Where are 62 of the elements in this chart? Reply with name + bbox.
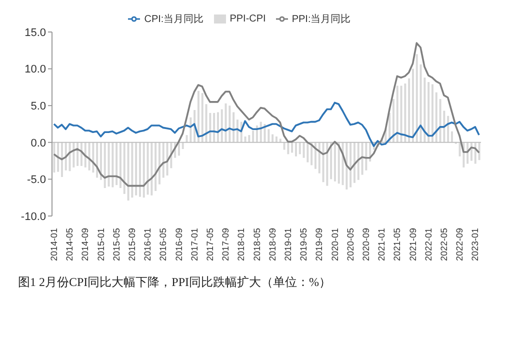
bar xyxy=(353,142,356,183)
x-tick-label: 2021-09 xyxy=(408,228,418,262)
x-tick-label: 2015-09 xyxy=(126,228,137,262)
x-tick-label: 2019-05 xyxy=(298,228,309,262)
bar xyxy=(431,84,434,142)
bar xyxy=(158,142,160,184)
bar xyxy=(392,98,394,142)
bar xyxy=(287,142,290,154)
x-tick-label: 2014-01 xyxy=(48,228,59,262)
bar xyxy=(416,54,418,142)
x-tick-label: 2016-01 xyxy=(142,228,153,262)
x-tick-label: 2016-09 xyxy=(174,228,184,262)
y-tick-label: 10.0 xyxy=(24,64,46,76)
x-tick-label: 2014-05 xyxy=(64,228,75,262)
bar xyxy=(357,142,360,180)
x-tick-label: 2017-09 xyxy=(220,228,231,262)
x-tick-label: 2023-01 xyxy=(470,228,480,262)
x-tick-label: 2019-01 xyxy=(282,228,293,262)
x-tick-label: 2021-05 xyxy=(392,228,402,262)
x-tick-label: 2018-05 xyxy=(252,228,262,262)
bar xyxy=(236,120,238,142)
text: 图1 2月份CPI同比大幅下降，PPI同比跌幅扩大（单位：%） xyxy=(18,274,332,291)
bar xyxy=(450,131,453,142)
x-tick-label: 2017-05 xyxy=(204,228,215,262)
bar xyxy=(197,90,200,142)
x-tick-label: 2020-01 xyxy=(330,228,340,262)
y-tick-label: 15.0 xyxy=(24,26,46,39)
bar xyxy=(326,142,328,186)
bar xyxy=(306,142,309,162)
x-tick-label: 2021-01 xyxy=(376,228,387,262)
bar xyxy=(162,142,164,178)
bar xyxy=(478,142,480,160)
x-tick-label: 2020-05 xyxy=(345,228,356,262)
legend-label: PPI-CPI xyxy=(230,14,266,25)
x-tick-label: 2018-01 xyxy=(236,228,246,262)
legend-label: PPI:当月同比 xyxy=(292,14,351,25)
x-tick-label: 2014-09 xyxy=(80,228,90,262)
bar xyxy=(248,135,250,142)
x-tick-label: 2020-09 xyxy=(360,228,371,262)
line-series xyxy=(53,42,480,187)
bar xyxy=(252,130,254,142)
x-tick-label: 2022-01 xyxy=(423,228,434,262)
legend-label: CPI:当月同比 xyxy=(144,14,204,25)
line-series xyxy=(53,102,480,147)
x-tick-label: 2018-09 xyxy=(267,228,278,262)
x-tick-label: 2022-05 xyxy=(438,228,449,262)
bar xyxy=(201,93,204,142)
bar xyxy=(275,136,278,142)
y-tick-label: -5.0 xyxy=(27,174,46,186)
y-tick-label: -10.0 xyxy=(20,210,46,223)
bar xyxy=(53,142,56,173)
x-tick-label: 2016-05 xyxy=(158,228,168,262)
x-tick-label: 2022-09 xyxy=(454,228,465,262)
x-tick-label: 2017-01 xyxy=(189,228,200,262)
x-tick-label: 2019-09 xyxy=(314,228,324,262)
bar xyxy=(182,142,184,150)
y-tick-label: 5.0 xyxy=(30,100,46,113)
bar xyxy=(435,92,438,142)
x-tick-label: 2015-05 xyxy=(111,228,122,262)
y-tick-label: 0.0 xyxy=(30,137,46,150)
x-tick-label: 2015-01 xyxy=(96,228,106,262)
bar xyxy=(178,142,180,156)
